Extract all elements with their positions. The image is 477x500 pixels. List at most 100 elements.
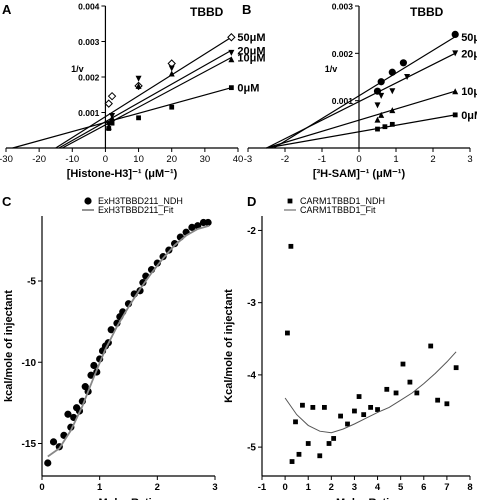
x-axis-label: Molar Ratio xyxy=(336,497,396,500)
data-point xyxy=(435,397,441,403)
data-point xyxy=(377,78,385,86)
y-tick-label: -5 xyxy=(27,277,36,288)
data-point xyxy=(171,240,179,248)
data-point xyxy=(49,438,58,446)
data-point xyxy=(106,126,112,131)
x-tick-label: 4 xyxy=(375,482,381,493)
series-0 xyxy=(285,243,459,464)
series-0 xyxy=(44,218,212,467)
fit-line xyxy=(55,36,232,149)
x-tick-label: -10 xyxy=(65,154,79,165)
legend-label: CARM1TBBD1_NDH xyxy=(300,196,385,206)
series-label: 20μM xyxy=(237,45,265,57)
x-tick-label: 3 xyxy=(352,482,357,493)
data-point xyxy=(90,361,98,370)
data-point xyxy=(169,104,175,110)
data-point xyxy=(293,419,298,425)
x-tick-label: -2 xyxy=(281,154,289,165)
data-point xyxy=(352,408,357,414)
data-point xyxy=(400,361,406,367)
data-point xyxy=(361,412,367,418)
data-point xyxy=(204,218,212,227)
data-point xyxy=(109,120,115,126)
x-tick-label: 0 xyxy=(103,154,108,165)
fit-curve xyxy=(284,351,457,434)
panel-letter: C xyxy=(2,194,12,209)
data-point xyxy=(378,92,385,99)
chart-title: TBBD xyxy=(410,5,444,19)
x-tick-label: -1 xyxy=(258,482,267,493)
x-tick-label: 0 xyxy=(356,154,361,165)
data-point xyxy=(296,451,302,457)
fit-line xyxy=(62,56,232,149)
y-tick-label: 0.003 xyxy=(332,2,354,12)
x-tick-label: 1 xyxy=(393,154,398,165)
data-point xyxy=(228,56,235,63)
data-point xyxy=(107,326,115,334)
data-point xyxy=(109,114,116,121)
x-axis-label: Molar Ratio xyxy=(99,497,159,500)
data-point xyxy=(375,126,380,132)
legend-swatch xyxy=(287,198,293,204)
data-point xyxy=(104,99,113,108)
data-point xyxy=(444,401,450,407)
data-point xyxy=(453,365,459,371)
x-tick-label: 20 xyxy=(166,154,177,165)
data-point xyxy=(285,330,290,336)
y-tick-label: -3 xyxy=(247,298,256,309)
x-tick-label: 1 xyxy=(97,482,103,493)
data-point xyxy=(428,343,434,349)
data-point xyxy=(326,441,332,446)
panel-letter: B xyxy=(242,2,251,17)
data-point xyxy=(136,115,141,121)
series-2: 10μM xyxy=(266,86,477,149)
x-axis-label: [³H-SAM]⁻¹ (μM⁻¹) xyxy=(313,168,406,180)
x-tick-label: 3 xyxy=(467,154,472,165)
data-point xyxy=(389,121,395,127)
fit-line xyxy=(12,87,232,149)
x-tick-label: 2 xyxy=(329,482,334,493)
fit-line xyxy=(266,114,456,149)
x-tick-label: 0 xyxy=(39,482,44,493)
legend-label: ExH3TBBD211_NDH xyxy=(98,196,183,206)
data-point xyxy=(153,259,161,267)
data-point xyxy=(451,30,459,38)
data-point xyxy=(389,88,396,95)
y-tick-label: -15 xyxy=(22,439,37,450)
chart-panel-d: D -1 0 1 2 3 4 5 6 7 8 -5 -4 -3 -2 Molar Ratio Kcal/mole… xyxy=(223,194,473,500)
y-tick-label: -10 xyxy=(22,358,37,369)
series-1 xyxy=(47,224,210,458)
x-tick-label: -20 xyxy=(32,154,46,165)
data-point xyxy=(228,49,235,56)
x-tick-label: -3 xyxy=(244,154,252,165)
y-axis-label: 1/v xyxy=(71,64,84,74)
data-point xyxy=(393,390,399,396)
y-axis-label: kcal/mole of injectant xyxy=(3,290,15,402)
data-point xyxy=(382,124,388,130)
x-tick-label: 3 xyxy=(212,482,217,493)
data-point xyxy=(227,33,236,42)
series-label: 0μM xyxy=(461,110,477,122)
data-point xyxy=(404,74,411,80)
data-point xyxy=(452,112,458,118)
y-tick-label: 0.004 xyxy=(78,2,100,12)
x-tick-label: 2 xyxy=(155,482,160,493)
y-tick-label: 0.001 xyxy=(332,96,354,106)
data-point xyxy=(288,243,294,249)
series-label: 10μM xyxy=(237,52,265,64)
x-tick-label: -1 xyxy=(318,154,326,165)
data-point xyxy=(317,453,323,459)
panel-letter: A xyxy=(2,2,12,17)
fit-line xyxy=(58,49,232,149)
y-tick-label: 0.001 xyxy=(78,108,100,118)
data-point xyxy=(452,50,459,57)
series-label: 50μM xyxy=(237,32,265,44)
fit-curve xyxy=(47,224,210,458)
legend-label: CARM1TBBD1_Fit xyxy=(300,205,376,215)
data-point xyxy=(389,107,396,114)
legend-swatch xyxy=(84,197,92,205)
data-point xyxy=(414,390,420,396)
series-3: 0μM xyxy=(12,83,259,149)
chart-panel-c: C 0 1 2 3 -15 -10 -5 Molar Ratio kcal/mole of inj… xyxy=(2,194,218,500)
